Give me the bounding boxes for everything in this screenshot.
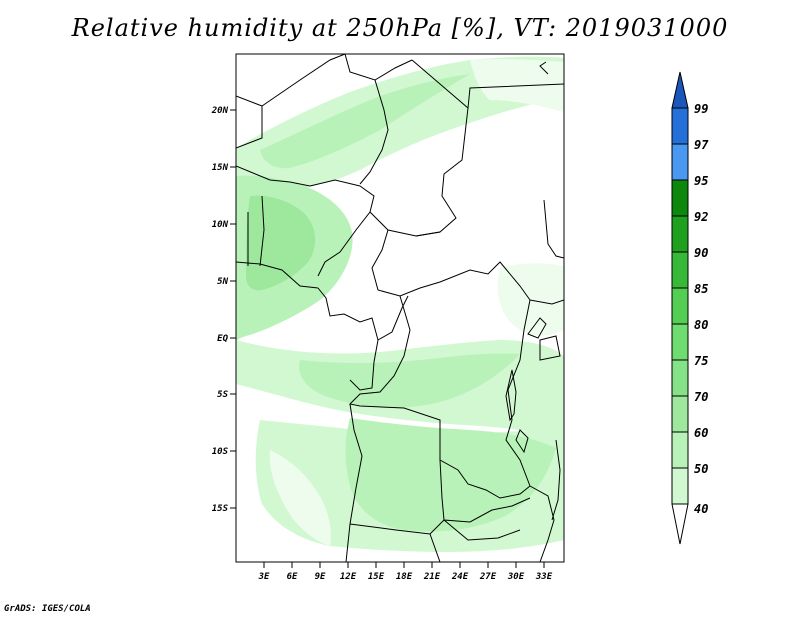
colorbar-label: 97 bbox=[694, 138, 709, 152]
border-line bbox=[236, 95, 263, 149]
border-line bbox=[261, 54, 346, 107]
border-line bbox=[443, 519, 521, 541]
border-line bbox=[429, 533, 441, 562]
border-line bbox=[259, 195, 265, 267]
y-axis: 20N 15N 10N 5N EQ 5S 10S 15S bbox=[211, 106, 236, 514]
y-tick-label: 20N bbox=[211, 106, 229, 116]
border-line bbox=[317, 185, 375, 277]
border-line bbox=[505, 299, 531, 487]
colorbar-label: 70 bbox=[694, 390, 708, 404]
border-line bbox=[539, 335, 561, 361]
y-tick-label: 10N bbox=[212, 220, 229, 230]
lake bbox=[527, 317, 547, 339]
humidity-region-south-core bbox=[345, 418, 556, 532]
y-tick-label: 5N bbox=[217, 277, 228, 287]
border-line bbox=[236, 261, 319, 289]
colorbar-segment bbox=[671, 359, 689, 397]
border-line bbox=[529, 485, 555, 562]
country-borders bbox=[236, 54, 564, 562]
x-tick-label: 18E bbox=[396, 572, 413, 582]
humidity-region-south-west bbox=[269, 450, 331, 546]
border-line bbox=[369, 211, 441, 237]
border-line bbox=[377, 295, 409, 341]
colorbar-segment bbox=[671, 107, 689, 145]
colorbar-segment bbox=[671, 287, 689, 325]
grads-credit: GrADS: IGES/COLA bbox=[4, 604, 91, 614]
humidity-region-central-core bbox=[299, 353, 520, 408]
colorbar-segment bbox=[671, 467, 689, 505]
colorbar-label: 99 bbox=[694, 102, 708, 116]
lake bbox=[515, 429, 529, 454]
x-axis: 3E 6E 9E 12E 15E 18E 21E 24E 27E 30E 33E bbox=[258, 562, 553, 582]
border-line bbox=[371, 229, 531, 301]
x-tick-label: 6E bbox=[287, 572, 298, 582]
border-line bbox=[317, 287, 379, 391]
x-tick-label: 3E bbox=[258, 572, 270, 582]
border-line bbox=[359, 79, 389, 185]
border-line bbox=[543, 199, 564, 259]
border-line bbox=[551, 439, 561, 521]
y-tick-label: 15S bbox=[212, 504, 229, 514]
colorbar-label: 95 bbox=[694, 174, 708, 188]
humidity-field bbox=[236, 56, 564, 552]
y-tick-label: 10S bbox=[212, 447, 229, 457]
colorbar-label: 80 bbox=[694, 318, 708, 332]
border-line bbox=[529, 299, 564, 305]
colorbar-label: 50 bbox=[694, 462, 708, 476]
colorbar-segment bbox=[671, 179, 689, 217]
border-line bbox=[345, 523, 351, 562]
border-line bbox=[411, 59, 564, 110]
humidity-region-north-band bbox=[236, 56, 564, 198]
y-tick-label: EQ bbox=[217, 334, 228, 344]
y-tick-label: 5S bbox=[217, 390, 228, 400]
colorbar-segment bbox=[671, 395, 689, 433]
colorbar-top-arrow bbox=[671, 71, 689, 109]
x-tick-label: 27E bbox=[479, 572, 497, 582]
y-tick-label: 15N bbox=[212, 163, 229, 173]
border-line bbox=[348, 295, 531, 499]
border-line bbox=[439, 459, 531, 523]
x-tick-label: 15E bbox=[368, 572, 385, 582]
colorbar-label: 75 bbox=[694, 354, 708, 368]
x-tick-label: 33E bbox=[535, 572, 553, 582]
border-line bbox=[349, 403, 363, 525]
colorbar-label: 40 bbox=[694, 502, 708, 516]
x-tick-label: 30E bbox=[507, 572, 525, 582]
colorbar-segment bbox=[671, 215, 689, 253]
humidity-region-north-core bbox=[260, 74, 470, 169]
colorbar-label: 60 bbox=[694, 426, 708, 440]
map-frame bbox=[235, 53, 565, 563]
colorbar-segment bbox=[671, 143, 689, 181]
colorbar-label: 92 bbox=[694, 210, 708, 224]
humidity-region-east bbox=[497, 263, 564, 336]
colorbar-label: 85 bbox=[694, 282, 708, 296]
lake bbox=[539, 61, 549, 75]
x-tick-label: 12E bbox=[340, 572, 357, 582]
colorbar: 99 97 95 92 90 85 80 75 70 60 50 40 bbox=[671, 71, 709, 545]
colorbar-label: 90 bbox=[694, 246, 708, 260]
x-tick-label: 9E bbox=[315, 572, 326, 582]
lake bbox=[505, 369, 517, 422]
border-line bbox=[236, 165, 361, 187]
border-line bbox=[349, 519, 445, 535]
colorbar-segment bbox=[671, 323, 689, 361]
colorbar-segment bbox=[671, 431, 689, 469]
colorbar-segment bbox=[671, 251, 689, 289]
x-tick-label: 24E bbox=[451, 572, 469, 582]
map-title: Relative humidity at 250hPa [%], VT: 201… bbox=[71, 14, 729, 42]
x-tick-label: 21E bbox=[423, 572, 441, 582]
colorbar-bottom-arrow bbox=[671, 503, 689, 545]
